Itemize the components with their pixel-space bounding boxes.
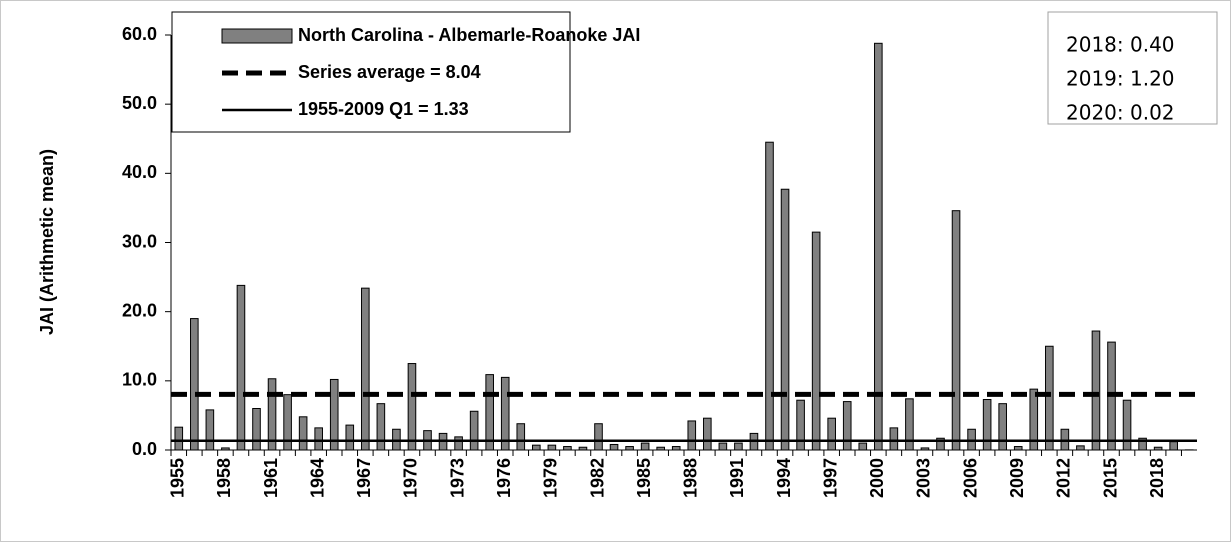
bar — [329, 378, 339, 451]
bar — [842, 401, 852, 451]
annotation: 2020: 0.02 — [1066, 101, 1175, 125]
x-tick-label: 2018 — [1147, 458, 1167, 498]
x-tick-label: 1982 — [587, 458, 607, 498]
x-tick-label: 1997 — [820, 458, 840, 498]
bar — [1045, 345, 1054, 451]
bar — [594, 423, 603, 451]
annotation: 2019: 1.20 — [1066, 67, 1175, 91]
bar — [1122, 399, 1132, 451]
bar — [874, 42, 883, 451]
bar — [267, 378, 277, 451]
bar — [905, 398, 914, 451]
bar — [1013, 446, 1023, 451]
bar — [236, 284, 246, 451]
x-tick-label: 1979 — [541, 458, 561, 498]
y-tick-label: 60.0 — [122, 24, 157, 44]
y-tick-label: 50.0 — [122, 93, 157, 113]
bar — [609, 443, 619, 451]
bar — [407, 363, 417, 451]
legend-label: Series average = 8.04 — [298, 62, 481, 82]
x-tick-label: 2012 — [1054, 458, 1074, 498]
x-tick-label: 1988 — [681, 458, 701, 498]
x-tick-label: 1976 — [494, 458, 514, 498]
bar — [858, 442, 868, 451]
bar — [671, 446, 681, 451]
bar — [563, 446, 572, 451]
bar — [1091, 330, 1101, 451]
legend-label: 1955-2009 Q1 = 1.33 — [298, 99, 469, 119]
annotation: 2018: 0.40 — [1066, 33, 1175, 57]
y-tick-label: 10.0 — [122, 370, 157, 390]
bar — [640, 442, 650, 451]
y-axis-label: JAI (Arithmetic mean) — [37, 149, 57, 335]
bar — [889, 427, 899, 451]
bar — [190, 318, 199, 451]
bar — [734, 442, 743, 451]
x-tick-label: 1994 — [774, 458, 794, 498]
bar — [811, 231, 821, 451]
x-tick-label: 1973 — [447, 458, 467, 498]
bar — [454, 436, 463, 451]
bar — [796, 399, 805, 451]
bar — [532, 444, 541, 451]
y-tick-label: 40.0 — [122, 162, 157, 182]
bar — [314, 427, 323, 451]
x-tick-label: 1970 — [401, 458, 421, 498]
bar — [827, 417, 836, 451]
annotation-box — [1047, 11, 1218, 125]
y-tick-label: 20.0 — [122, 300, 157, 320]
bar — [500, 376, 510, 451]
legend-label: North Carolina - Albemarle-Roanoke JAI — [298, 25, 640, 45]
y-tick-label: 30.0 — [122, 231, 157, 251]
legend-swatch — [221, 28, 293, 44]
bar — [469, 410, 479, 451]
x-tick-label: 2003 — [914, 458, 934, 498]
x-tick-label: 1961 — [261, 458, 281, 498]
x-tick-label: 1958 — [214, 458, 234, 498]
bar — [174, 426, 184, 451]
bar — [1076, 445, 1085, 451]
bar — [345, 424, 355, 451]
x-tick-label: 1964 — [307, 458, 327, 498]
bar — [547, 444, 557, 451]
x-tick-label: 1955 — [168, 458, 188, 498]
bar — [252, 408, 261, 451]
bar — [687, 420, 697, 451]
x-tick-label: 2006 — [960, 458, 980, 498]
x-tick-label: 2015 — [1100, 458, 1120, 498]
bar — [205, 409, 215, 451]
bar — [982, 399, 992, 451]
bar — [780, 188, 790, 451]
bar — [516, 423, 526, 451]
x-tick-label: 2009 — [1007, 458, 1027, 498]
bar — [298, 416, 308, 451]
x-tick-label: 1985 — [634, 458, 654, 498]
bar — [718, 442, 728, 451]
x-tick-label: 1991 — [727, 458, 747, 498]
bar — [703, 417, 712, 451]
bar — [485, 374, 494, 451]
bar — [1169, 441, 1178, 451]
y-tick-label: 0.0 — [132, 439, 157, 459]
bar — [765, 141, 774, 451]
bar — [998, 403, 1007, 451]
x-tick-label: 2000 — [867, 458, 887, 498]
x-tick-label: 1967 — [354, 458, 374, 498]
bar — [361, 287, 370, 451]
bar — [625, 446, 634, 451]
bar — [951, 210, 961, 451]
bar — [376, 403, 386, 451]
